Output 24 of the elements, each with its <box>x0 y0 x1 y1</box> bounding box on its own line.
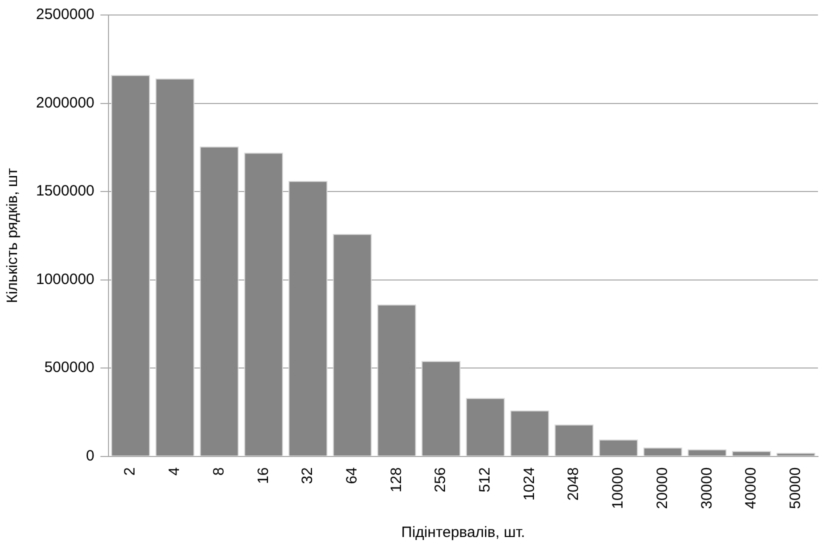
y-tick-label: 1000000 <box>36 270 94 288</box>
y-axis-title: Кількість рядків, шт <box>4 168 22 304</box>
x-tick-label: 2 <box>122 467 139 476</box>
x-tick-label: 4 <box>166 467 184 476</box>
x-tick-label: 2048 <box>565 467 582 501</box>
y-tick-label: 500000 <box>44 359 94 376</box>
x-axis-title: Підінтервалів, шт. <box>401 524 526 542</box>
x-tick-label: 10000 <box>610 467 627 510</box>
y-tick-label: 0 <box>86 447 94 464</box>
x-tick-label: 40000 <box>742 467 760 510</box>
x-tick-label: 16 <box>254 467 272 484</box>
x-tick-label: 1024 <box>520 467 538 501</box>
x-tick-label: 64 <box>343 467 360 484</box>
x-tick-label: 256 <box>432 467 450 492</box>
x-tick-label: 30000 <box>698 467 716 510</box>
x-tick-label: 20000 <box>654 467 671 510</box>
x-tick-label: 50000 <box>786 467 804 510</box>
x-tick-label: 512 <box>476 467 494 492</box>
x-tick-label: 32 <box>299 467 316 484</box>
y-tick-label: 1500000 <box>36 182 94 200</box>
y-tick-label: 2000000 <box>36 94 94 112</box>
x-tick-label: 128 <box>388 467 405 492</box>
y-tick-label: 2500000 <box>36 6 94 24</box>
x-tick-label: 8 <box>210 467 228 476</box>
